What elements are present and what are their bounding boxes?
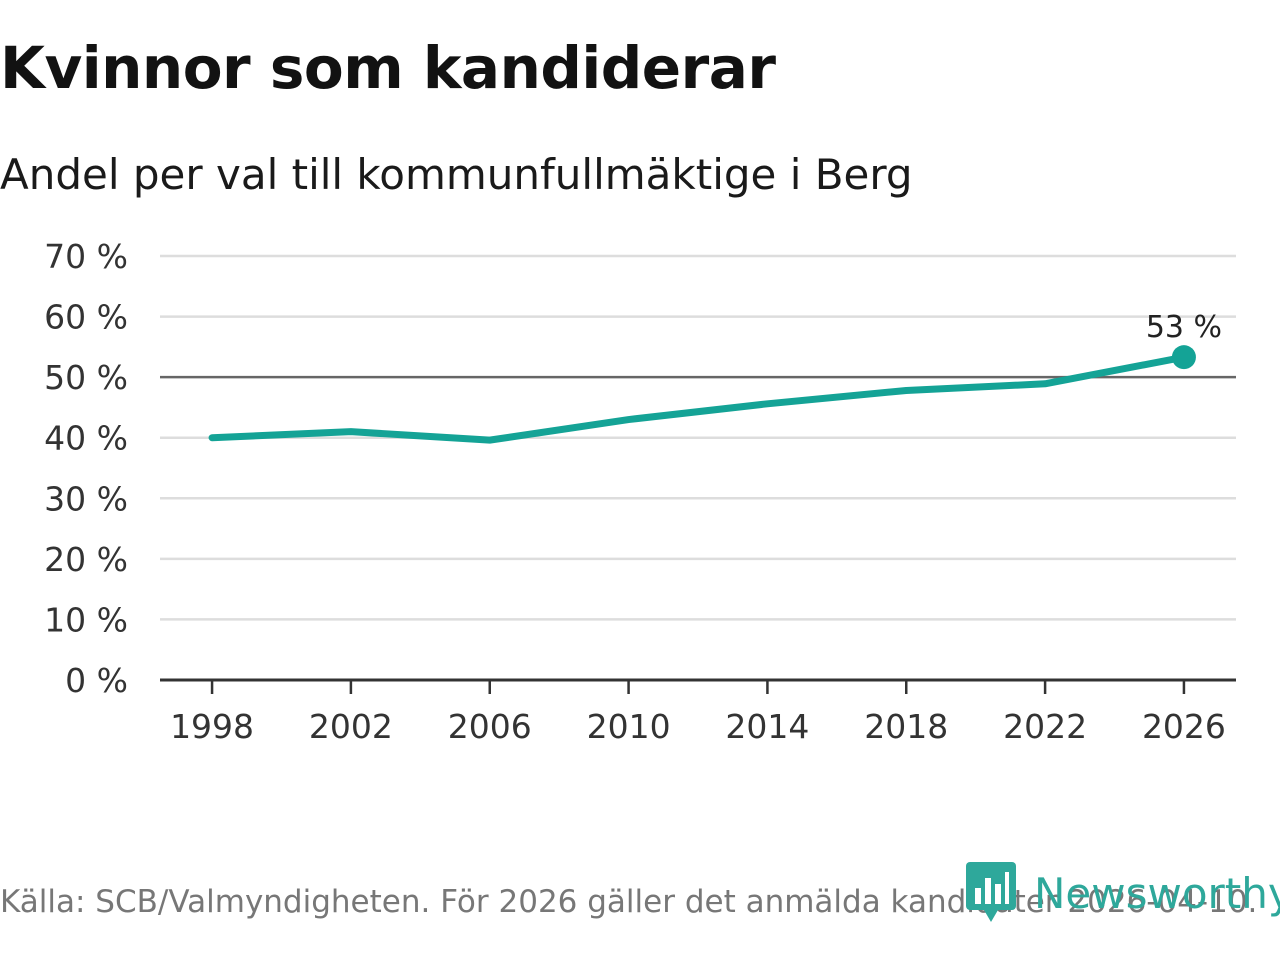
source-note: Källa: SCB/Valmyndigheten. För 2026 gäll… [0, 884, 1258, 920]
x-axis-ticks: 1998 2002 2006 2010 2014 2018 2022 2026 [170, 680, 1226, 746]
brand-name: Newsworthy [1034, 868, 1280, 918]
gridlines [160, 254, 1236, 682]
newsworthy-logo-icon [966, 862, 1016, 922]
x-tick-label: 1998 [170, 707, 254, 746]
x-tick-label: 2026 [1142, 707, 1226, 746]
y-tick-label: 10 % [44, 600, 128, 639]
y-tick-label: 50 % [44, 358, 128, 397]
chart-subtitle: Andel per val till kommunfullmäktige i B… [0, 150, 913, 199]
x-tick-label: 2018 [864, 707, 948, 746]
chart-title: Kvinnor som kandiderar [0, 34, 776, 102]
x-tick-label: 2010 [587, 707, 671, 746]
series-line [208, 353, 1188, 444]
series-layer: 53 % [208, 310, 1222, 444]
y-tick-label: 60 % [44, 298, 128, 337]
end-point-marker [1171, 345, 1196, 370]
y-axis-ticks: 0 % 10 % 20 % 30 % 40 % 50 % 60 % 70 % [44, 237, 128, 700]
x-tick-label: 2014 [725, 707, 809, 746]
x-tick-label: 2002 [309, 707, 393, 746]
y-tick-label: 30 % [44, 479, 128, 518]
y-tick-label: 70 % [44, 237, 128, 276]
y-tick-label: 20 % [44, 540, 128, 579]
y-tick-label: 0 % [65, 661, 128, 700]
x-tick-label: 2022 [1003, 707, 1087, 746]
brand-logo: Newsworthy [966, 862, 1280, 924]
x-tick-label: 2006 [448, 707, 532, 746]
end-value-label: 53 % [1146, 310, 1222, 345]
y-tick-label: 40 % [44, 419, 128, 458]
